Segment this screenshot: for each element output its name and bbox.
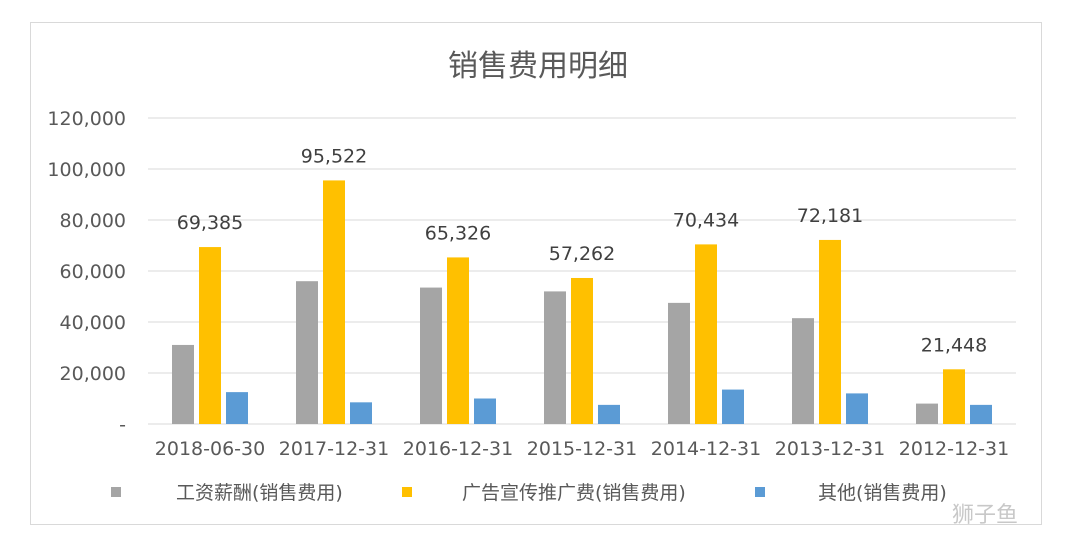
- y-tick-label: 40,000: [60, 312, 126, 334]
- x-tick-label: 2016-12-31: [403, 438, 513, 460]
- bar-series-2-cat-0: [226, 392, 248, 424]
- data-label: 57,262: [549, 243, 615, 265]
- legend-label-1: 广告宣传推广费(销售费用): [462, 482, 686, 504]
- y-tick-label: 60,000: [60, 261, 126, 283]
- x-tick-label: 2014-12-31: [651, 438, 761, 460]
- gridlines: [148, 117, 1016, 425]
- bar-series-1-cat-0: [199, 247, 221, 424]
- chart-title: 销售费用明细: [448, 49, 628, 84]
- data-label: 70,434: [673, 209, 739, 231]
- bars: [172, 180, 992, 424]
- bar-series-2-cat-1: [350, 402, 372, 424]
- data-labels: 69,385 95,522 65,326 57,262 70,434 72,181 21,4…: [177, 145, 987, 356]
- data-label: 72,181: [797, 205, 863, 227]
- x-tick-label: 2013-12-31: [775, 438, 885, 460]
- bar-series-0-cat-5: [792, 318, 814, 424]
- bar-series-2-cat-4: [722, 389, 744, 424]
- y-tick-label: 20,000: [60, 363, 126, 385]
- bar-series-0-cat-3: [544, 291, 566, 424]
- x-tick-label: 2017-12-31: [279, 438, 389, 460]
- x-tick-label: 2015-12-31: [527, 438, 637, 460]
- x-tick-label: 2012-12-31: [899, 438, 1009, 460]
- bar-series-0-cat-0: [172, 344, 194, 424]
- bar-series-2-cat-5: [846, 393, 868, 424]
- y-tick-label: 100,000: [47, 159, 126, 181]
- bar-series-1-cat-5: [819, 239, 841, 424]
- bar-series-0-cat-1: [296, 281, 318, 424]
- y-tick-label: 80,000: [60, 210, 126, 232]
- bar-series-2-cat-6: [970, 404, 992, 424]
- chart-frame: [30, 22, 1042, 525]
- y-tick-label: -: [119, 414, 126, 436]
- bar-series-2-cat-2: [474, 398, 496, 424]
- x-tick-label: 2018-06-30: [155, 438, 265, 460]
- y-axis: - 20,000 40,000 60,000 80,000 100,000 120,000: [47, 108, 126, 436]
- bar-series-0-cat-6: [916, 403, 938, 424]
- bar-series-1-cat-3: [571, 277, 593, 424]
- bar-series-2-cat-3: [598, 404, 620, 424]
- legend-swatch-2: [755, 487, 765, 497]
- x-axis: 2018-06-30 2017-12-31 2016-12-31 2015-12-31…: [155, 438, 1009, 460]
- bar-series-0-cat-4: [668, 302, 690, 424]
- legend-label-0: 工资薪酬(销售费用): [176, 482, 343, 504]
- legend-swatch-1: [402, 487, 412, 497]
- legend: 工资薪酬(销售费用) 广告宣传推广费(销售费用) 其他(销售费用): [111, 482, 947, 504]
- data-label: 95,522: [301, 145, 367, 167]
- data-label: 69,385: [177, 212, 243, 234]
- bar-series-0-cat-2: [420, 287, 442, 424]
- y-tick-label: 120,000: [47, 108, 126, 130]
- legend-swatch-0: [111, 487, 121, 497]
- data-label: 65,326: [425, 222, 491, 244]
- data-label: 21,448: [921, 334, 987, 356]
- bar-series-1-cat-1: [323, 180, 345, 424]
- bar-series-1-cat-4: [695, 244, 717, 424]
- bar-series-1-cat-2: [447, 257, 469, 424]
- bar-series-1-cat-6: [943, 369, 965, 424]
- watermark-text: 狮子鱼: [952, 503, 1018, 528]
- legend-label-2: 其他(销售费用): [818, 482, 947, 504]
